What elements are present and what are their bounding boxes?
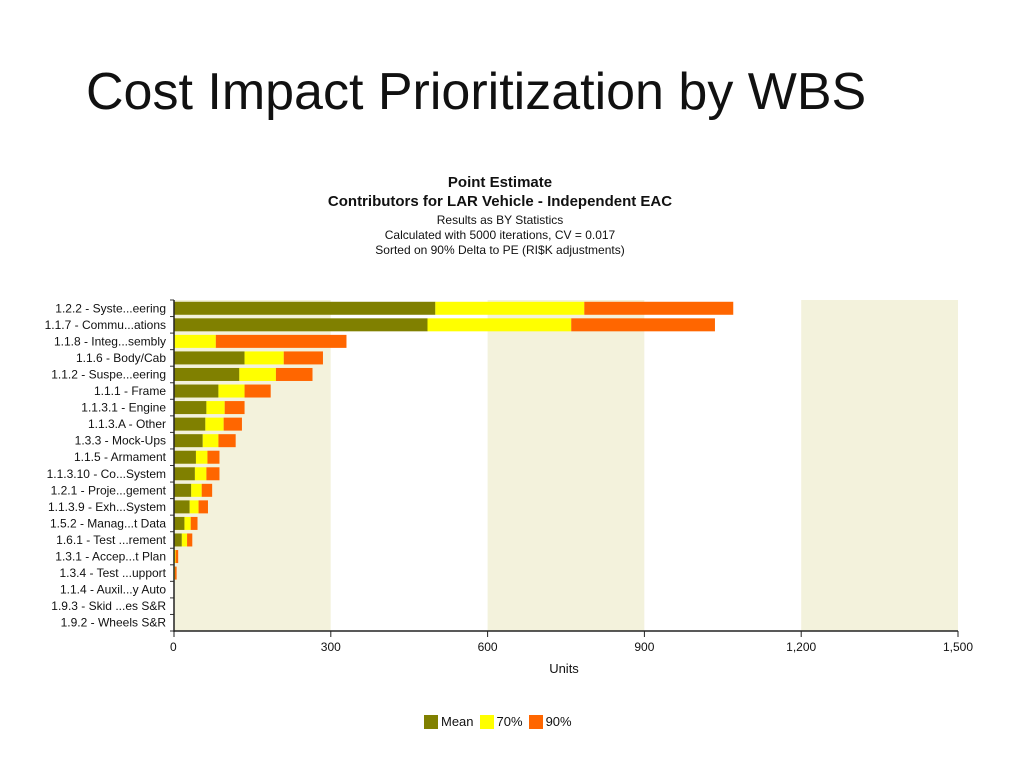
- bar-segment-70: [181, 533, 188, 547]
- bar-segment-mean: [174, 384, 219, 398]
- bar-segment-70: [184, 516, 191, 530]
- category-label: 1.1.7 - Commu...ations: [45, 318, 166, 332]
- legend-label-90: 90%: [545, 714, 572, 729]
- bar-segment-70: [189, 500, 199, 514]
- bar-segment-mean: [174, 483, 192, 497]
- bar-segment-90: [215, 334, 347, 348]
- legend-swatch-90: [528, 714, 543, 729]
- x-tick-label: 300: [321, 640, 341, 654]
- legend-item-mean: Mean: [424, 714, 474, 729]
- bar-segment-90: [283, 351, 323, 365]
- x-tick-label: 900: [634, 640, 654, 654]
- bar-segment-70: [435, 301, 585, 315]
- bar-segment-90: [190, 516, 198, 530]
- bar-segment-70: [195, 450, 208, 464]
- bar-segment-70: [191, 483, 202, 497]
- legend-item-70: 70%: [479, 714, 523, 729]
- bar-segment-mean: [174, 351, 245, 365]
- chart-title: Point Estimate: [447, 174, 553, 191]
- bar-segment-90: [175, 550, 179, 564]
- bar-segment-70: [218, 384, 245, 398]
- bar-segment-mean: [174, 367, 240, 381]
- legend-swatch-70: [479, 714, 494, 729]
- plot-band-0: [174, 300, 331, 631]
- bar-segment-mean: [174, 318, 428, 332]
- bar-segment-90: [218, 434, 236, 448]
- bar-segment-70: [174, 334, 216, 348]
- bar-segment-90: [198, 500, 208, 514]
- chart-subtitle: Contributors for LAR Vehicle - Independe…: [327, 193, 673, 210]
- category-label: 1.1.1 - Frame: [94, 384, 166, 398]
- bar-segment-mean: [174, 533, 182, 547]
- bar-segment-70: [244, 351, 284, 365]
- category-label: 1.1.6 - Body/Cab: [76, 351, 166, 365]
- category-label: 1.1.3.1 - Engine: [81, 401, 166, 415]
- bar-segment-mean: [174, 301, 436, 315]
- chart-note-statistics: Results as BY Statistics: [436, 213, 564, 227]
- category-label: 1.3.4 - Test ...upport: [59, 566, 166, 580]
- bar-segment-90: [584, 301, 734, 315]
- category-label: 1.2.1 - Proje...gement: [51, 483, 167, 497]
- bar-segment-90: [201, 483, 213, 497]
- bar-segment-mean: [174, 417, 206, 431]
- plot-band-1: [330, 300, 488, 631]
- category-label: 1.6.1 - Test ...rement: [56, 533, 166, 547]
- bar-segment-70: [205, 417, 224, 431]
- legend-label-mean: Mean: [441, 714, 474, 729]
- bar-segment-90: [223, 417, 242, 431]
- bar-segment-70: [174, 550, 176, 564]
- slide-title: Cost Impact Prioritization by WBS: [86, 63, 867, 121]
- bar-segment-mean: [174, 401, 207, 415]
- category-label: 1.2.2 - Syste...eering: [55, 301, 166, 315]
- category-label: 1.5.2 - Manag...t Data: [50, 516, 166, 530]
- category-label: 1.1.8 - Integ...sembly: [54, 334, 166, 348]
- category-label: 1.1.2 - Suspe...eering: [51, 367, 166, 381]
- bar-segment-70: [202, 434, 219, 448]
- bar-segment-70: [427, 318, 572, 332]
- bar-segment-mean: [174, 450, 196, 464]
- bar-segment-mean: [174, 516, 185, 530]
- bar-segment-90: [175, 566, 177, 580]
- bar-segment-90: [206, 467, 220, 481]
- category-label: 1.3.1 - Accep...t Plan: [55, 550, 166, 564]
- chart-note-sorting: Sorted on 90% Delta to PE (RI$K adjustme…: [375, 243, 625, 257]
- bar-segment-90: [275, 367, 313, 381]
- category-label: 1.1.5 - Armament: [74, 450, 167, 464]
- category-label: 1.1.3.10 - Co...System: [47, 467, 166, 481]
- category-label: 1.1.4 - Auxil...y Auto: [60, 583, 166, 597]
- bar-segment-70: [194, 467, 207, 481]
- x-tick-label: 1,500: [943, 640, 973, 654]
- plot-band-4: [801, 300, 958, 631]
- plot-band-3: [644, 300, 802, 631]
- category-label: 1.9.2 - Wheels S&R: [61, 616, 167, 630]
- plot-band-2: [487, 300, 645, 631]
- bar-segment-90: [244, 384, 271, 398]
- bar-segment-mean: [174, 467, 195, 481]
- bar-segment-mean: [174, 434, 203, 448]
- category-label: 1.3.3 - Mock-Ups: [75, 434, 166, 448]
- legend-item-90: 90%: [528, 714, 572, 729]
- x-axis-label: Units: [549, 661, 579, 676]
- category-label: 1.1.3.9 - Exh...System: [48, 500, 166, 514]
- bar-segment-90: [207, 450, 220, 464]
- x-tick-label: 0: [170, 640, 177, 654]
- chart-note-iterations: Calculated with 5000 iterations, CV = 0.…: [384, 228, 616, 242]
- bar-segment-70: [206, 401, 225, 415]
- x-tick-label: 1,200: [786, 640, 816, 654]
- x-tick-label: 600: [478, 640, 498, 654]
- bar-segment-90: [187, 533, 193, 547]
- bar-segment-70: [239, 367, 276, 381]
- chart-legend: Mean 70% 90%: [424, 714, 578, 729]
- category-label: 1.1.3.A - Other: [88, 417, 166, 431]
- legend-label-70: 70%: [496, 714, 523, 729]
- category-label: 1.9.3 - Skid ...es S&R: [51, 599, 166, 613]
- bar-segment-90: [224, 401, 245, 415]
- bar-segment-mean: [174, 500, 190, 514]
- legend-swatch-mean: [424, 714, 438, 729]
- bar-segment-90: [571, 318, 715, 332]
